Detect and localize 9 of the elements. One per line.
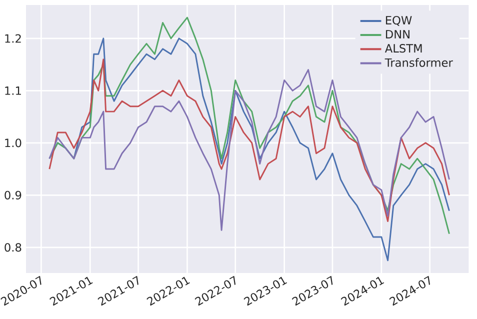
y-tick-label: 1.2 [5,34,21,43]
legend-label: EQW [386,16,412,26]
legend-label: ALSTM [384,44,422,53]
y-tick-label: 1.1 [5,86,21,95]
y-tick-label: 0.9 [4,190,22,200]
legend-label: DNN [386,30,410,38]
y-tick-label: 0.8 [4,243,22,252]
legend-label: Transformer [384,58,453,67]
y-tick-label: 1.0 [5,138,22,148]
